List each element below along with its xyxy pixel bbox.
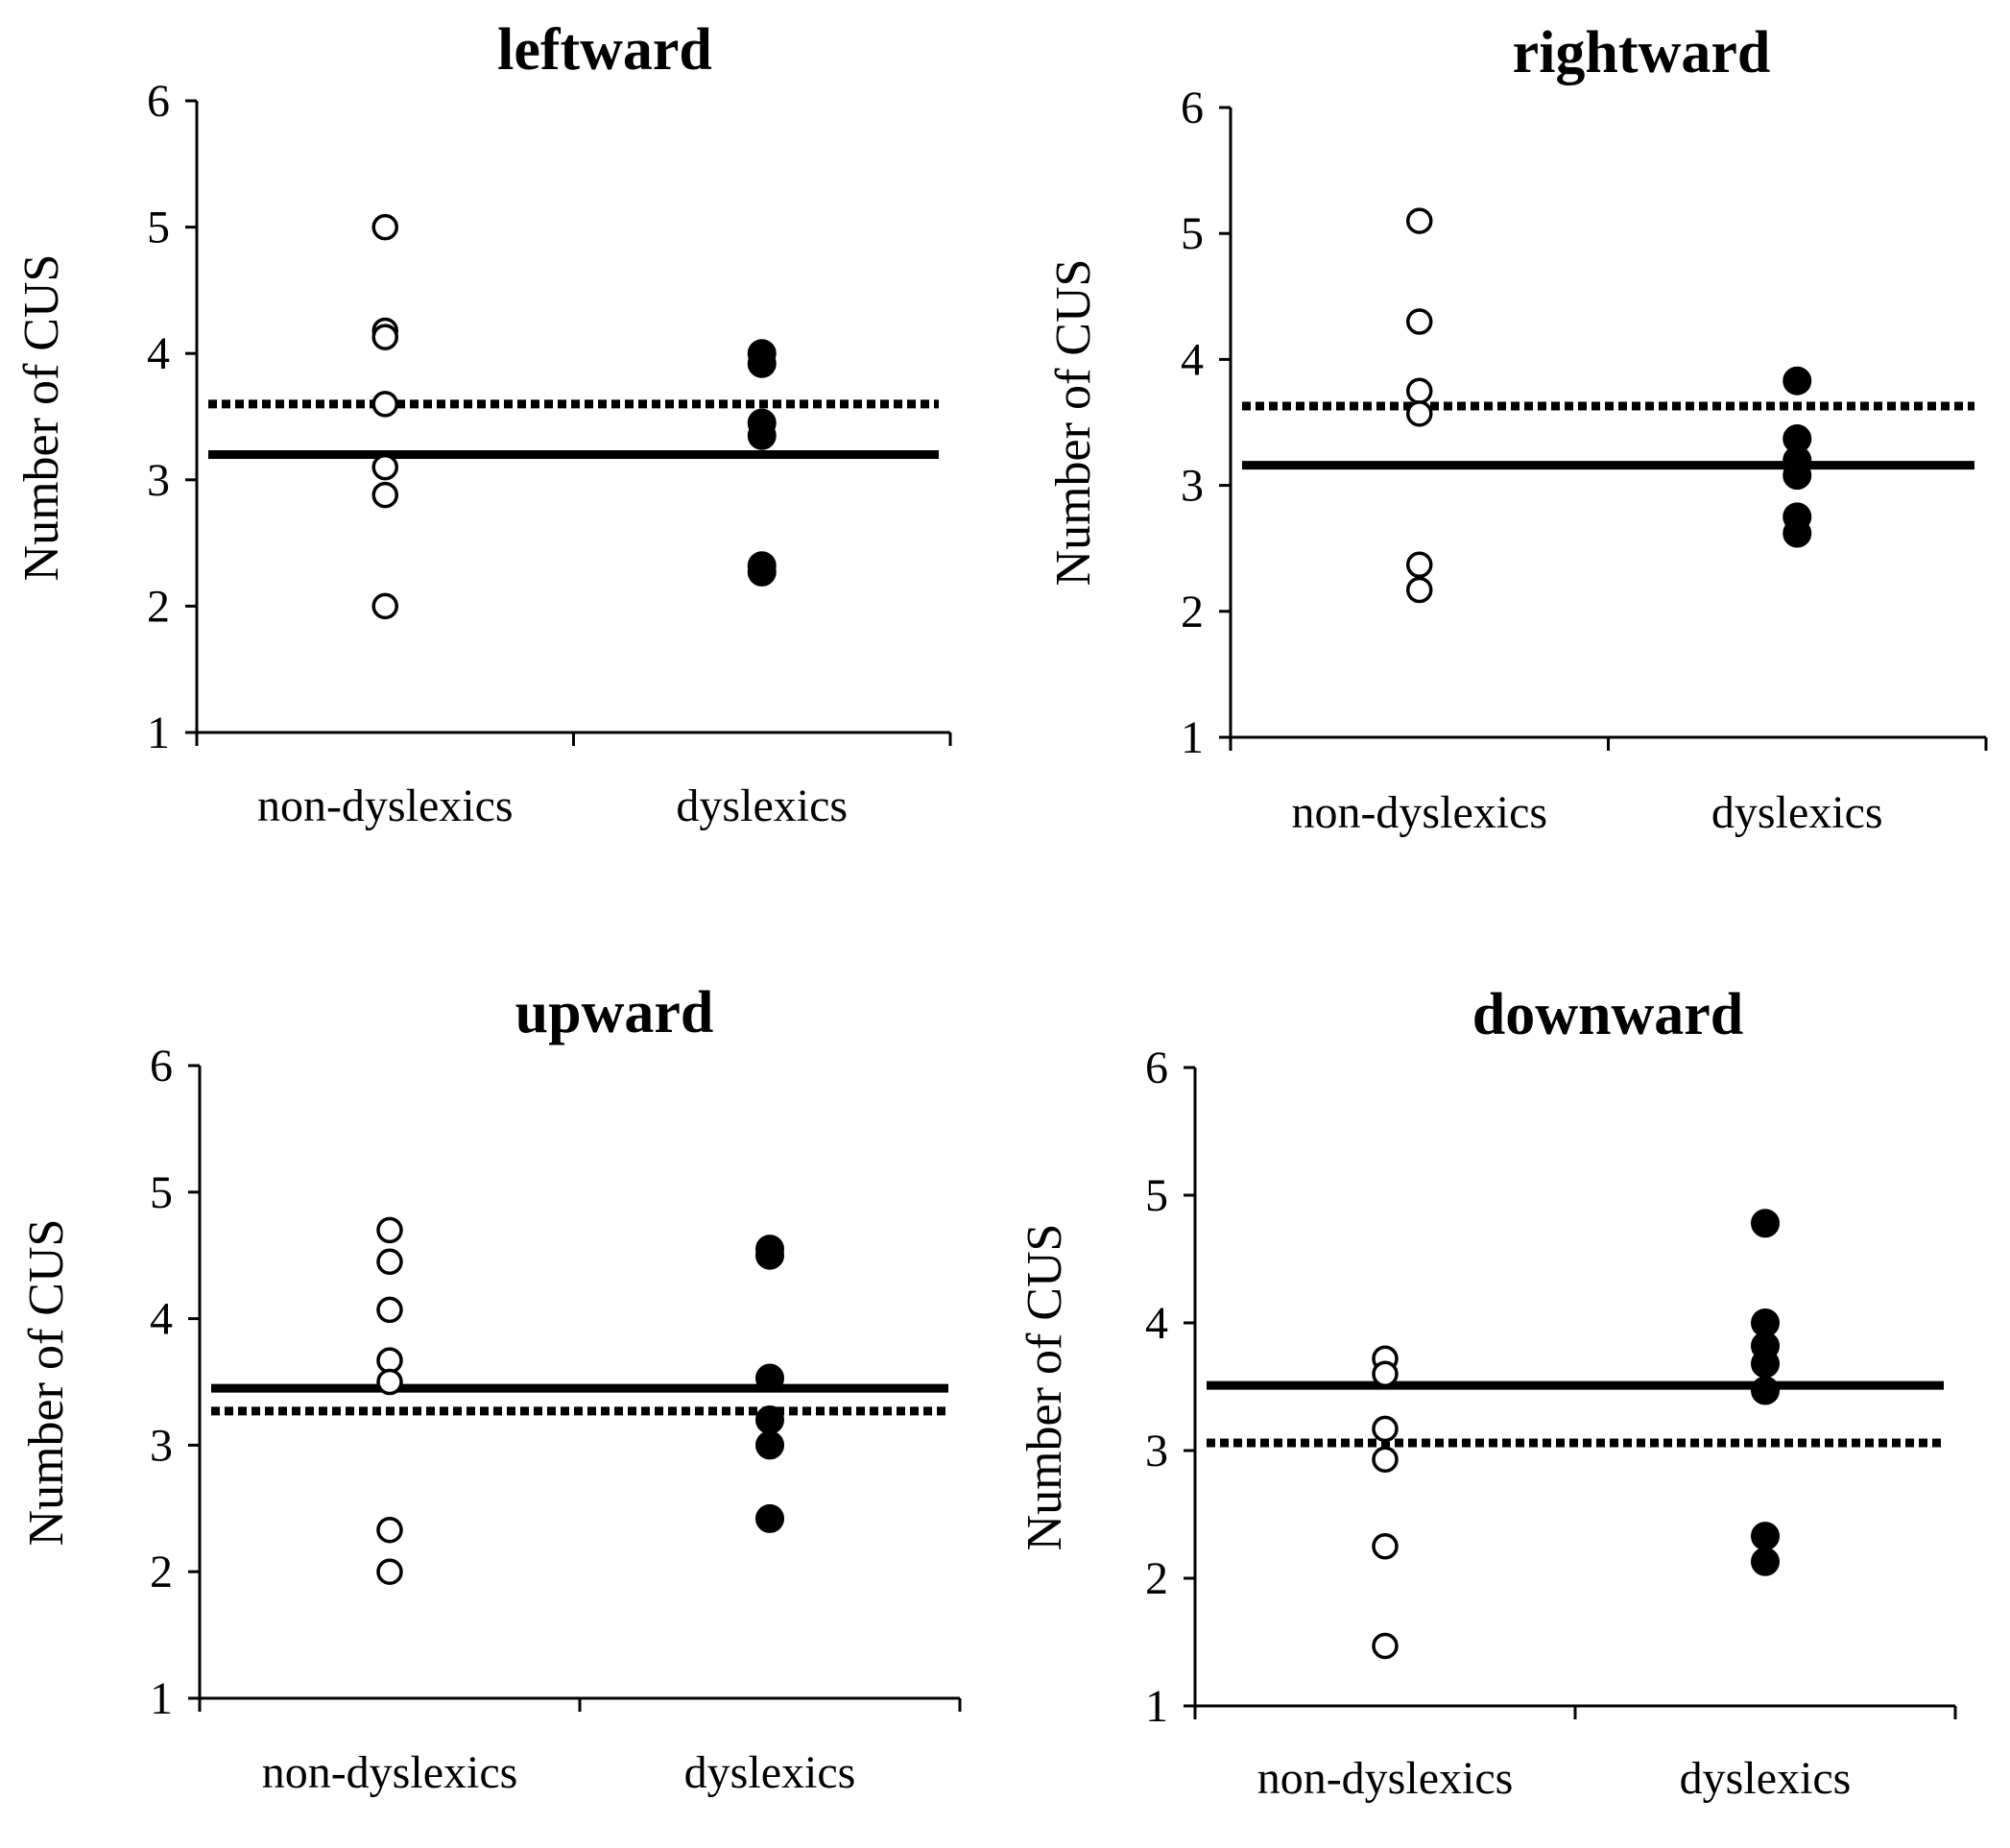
y-tick-label: 4 [1181,334,1204,385]
chart-panel-downward: downward 1 2 3 4 5 6 non-dyslexics dyslexics Numb… [1017,982,1957,1804]
data-point-non-dyslexic [376,1516,403,1544]
data-point-dyslexic [755,1430,784,1460]
data-point-dyslexic [747,420,777,450]
data-point-non-dyslexic [1372,1360,1399,1387]
data-point-dyslexic [755,1405,784,1435]
x-category-label: dyslexics [1711,787,1883,838]
x-category-label: non-dyslexics [262,1747,518,1798]
y-tick-label: 3 [147,455,170,506]
data-point-dyslexic [747,557,777,587]
x-category-label: non-dyslexics [257,780,514,831]
data-point-dyslexic [747,348,777,378]
data-point-dyslexic [1751,1522,1780,1551]
y-tick-label: 1 [1181,712,1204,763]
chart-panel-upward: upward 1 2 3 4 5 6 non-dyslexics dyslexics Number… [19,980,962,1798]
y-tick-label: 2 [1181,587,1204,637]
y-tick-label: 1 [150,1673,173,1724]
y-tick-label: 5 [1145,1170,1168,1221]
y-tick-label: 4 [147,328,170,379]
data-point-non-dyslexic [1372,1533,1399,1560]
data-point-non-dyslexic [376,1368,403,1396]
y-tick-label: 6 [150,1041,173,1092]
data-point-dyslexic [755,1503,784,1533]
data-point-non-dyslexic [1406,551,1433,579]
x-category-label: non-dyslexics [1291,787,1547,838]
y-tick-label: 6 [1145,1043,1168,1093]
data-point-non-dyslexic [1406,377,1433,404]
x-category-label: dyslexics [1680,1753,1852,1804]
chart-title: rightward [1513,20,1771,85]
data-point-non-dyslexic [371,213,398,241]
data-point-non-dyslexic [376,1296,403,1324]
y-tick-label: 6 [1181,83,1204,133]
y-tick-label: 3 [150,1420,173,1471]
data-point-non-dyslexic [371,453,398,481]
y-tick-label: 5 [147,203,170,253]
data-point-dyslexic [755,1363,784,1393]
chart-title: downward [1472,982,1744,1047]
y-tick-label: 2 [1145,1553,1168,1604]
y-tick-label: 1 [147,708,170,758]
data-point-non-dyslexic [371,391,398,418]
x-category-label: non-dyslexics [1257,1753,1514,1804]
y-tick-label: 3 [1145,1426,1168,1476]
data-point-dyslexic [1751,1547,1780,1576]
data-point-dyslexic [1751,1209,1780,1238]
y-axis-label: Number of CUS [14,254,69,582]
data-point-non-dyslexic [371,481,398,509]
data-point-non-dyslexic [1406,308,1433,335]
data-point-non-dyslexic [371,324,398,350]
y-axis-label: Number of CUS [19,1219,74,1547]
y-axis-label: Number of CUS [1046,259,1101,587]
data-point-non-dyslexic [1372,1415,1399,1443]
y-axis-label: Number of CUS [1017,1224,1072,1551]
data-point-dyslexic [1751,1376,1780,1405]
data-point-non-dyslexic [1406,576,1433,604]
chart-panel-rightward: rightward 1 2 3 4 5 6 non-dyslexics dyslexics Num… [1046,20,1988,838]
chart-title: leftward [497,17,712,83]
y-tick-label: 6 [147,76,170,127]
data-point-non-dyslexic [376,1248,403,1276]
data-point-non-dyslexic [1372,1632,1399,1660]
y-tick-label: 2 [150,1547,173,1597]
y-tick-label: 2 [147,581,170,632]
data-point-non-dyslexic [376,1558,403,1585]
data-point-non-dyslexic [376,1216,403,1244]
y-tick-label: 3 [1181,461,1204,512]
data-point-non-dyslexic [1406,400,1433,427]
y-tick-label: 5 [1181,208,1204,259]
chart-title: upward [515,980,714,1045]
data-point-dyslexic [1783,366,1812,396]
x-category-label: dyslexics [676,780,848,831]
data-point-non-dyslexic [371,592,398,620]
y-tick-label: 4 [150,1294,173,1345]
data-point-non-dyslexic [1372,1446,1399,1474]
y-tick-label: 1 [1145,1681,1168,1732]
y-tick-label: 4 [1145,1298,1168,1349]
data-point-dyslexic [755,1240,784,1270]
data-point-non-dyslexic [376,1347,403,1374]
y-tick-label: 5 [150,1167,173,1218]
data-point-dyslexic [1783,461,1812,491]
data-point-dyslexic [1783,518,1812,548]
chart-panel-leftward: leftward 1 2 3 4 5 6 non-dyslexics dyslexics Numb… [14,17,952,831]
x-category-label: dyslexics [684,1747,856,1798]
data-point-dyslexic [1751,1349,1780,1379]
data-point-non-dyslexic [1406,207,1433,234]
